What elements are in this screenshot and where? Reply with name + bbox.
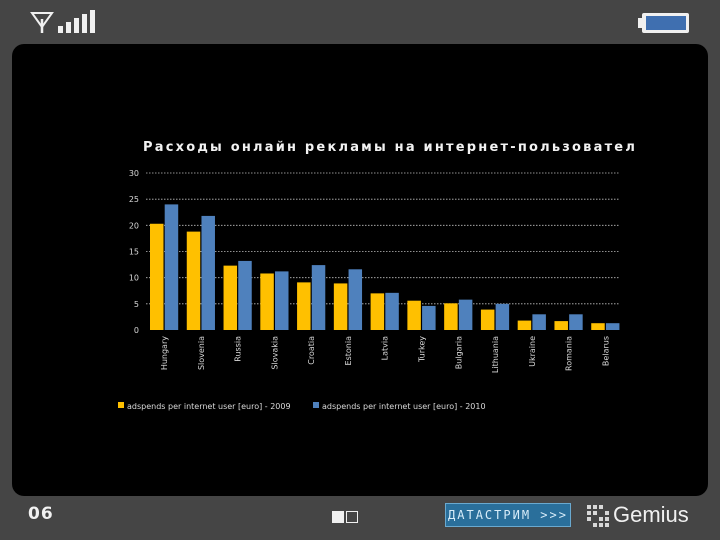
bar-slovenia-2010 (201, 215, 215, 330)
bar-estonia-2010 (348, 269, 363, 330)
y-tick-label: 5 (134, 300, 139, 309)
bar-latvia-2010 (385, 292, 399, 330)
bar-hungary-2009 (150, 223, 164, 330)
view-toggle[interactable] (332, 510, 360, 524)
x-tick-label: Belarus (601, 336, 610, 366)
datastream-logo: ДАТАСТРИМ >>> (445, 503, 571, 527)
gemius-logo: Gemius (586, 502, 696, 530)
bar-ukraine-2010 (532, 314, 546, 330)
y-tick-label: 25 (129, 195, 139, 204)
bar-romania-2010 (569, 314, 583, 330)
bar-belarus-2010 (605, 323, 620, 330)
legend-swatch-2010 (313, 402, 319, 408)
bar-slovakia-2009 (260, 273, 274, 330)
chart-title: Расходы онлайн рекламы на интернет-польз… (143, 140, 637, 155)
y-tick-label: 15 (129, 248, 139, 257)
bar-slovakia-2010 (275, 271, 289, 330)
x-tick-label: Bulgaria (454, 336, 463, 369)
bar-croatia-2010 (311, 265, 326, 330)
phone-status-bar (0, 0, 720, 44)
x-tick-label: Slovenia (197, 336, 206, 370)
bar-latvia-2009 (370, 293, 385, 330)
x-tick-label: Lithuania (491, 336, 500, 373)
page-number: 06 (28, 504, 54, 524)
bar-belarus-2009 (591, 323, 605, 330)
y-axis-ticks: 0 5 10 15 20 25 30 (129, 169, 139, 335)
legend-swatch-2009 (118, 402, 124, 408)
bar-ukraine-2009 (517, 320, 532, 330)
legend-label-2009: adspends per internet user [euro] - 2009 (127, 402, 291, 411)
y-tick-label: 30 (129, 169, 139, 178)
bar-bulgaria-2009 (444, 303, 458, 330)
view-toggle-filled-icon (332, 511, 344, 523)
view-toggle-outline-icon (346, 511, 358, 523)
bar-romania-2009 (554, 321, 568, 330)
x-tick-label: Russia (234, 336, 243, 362)
bar-croatia-2009 (297, 282, 311, 330)
bar-hungary-2010 (164, 204, 179, 330)
x-tick-label: Ukraine (528, 336, 537, 367)
legend-label-2010: adspends per internet user [euro] - 2010 (322, 402, 486, 411)
gridlines (146, 172, 620, 305)
y-tick-label: 20 (129, 221, 139, 230)
x-tick-label: Estonia (344, 336, 353, 366)
bar-russia-2010 (238, 260, 252, 330)
bar-estonia-2009 (333, 283, 348, 330)
bars (150, 204, 620, 330)
y-tick-label: 0 (134, 326, 139, 335)
x-tick-label: Hungary (160, 336, 169, 370)
x-tick-label: Turkey (417, 336, 426, 363)
bar-lithuania-2010 (495, 303, 510, 330)
battery-icon (638, 13, 689, 33)
bar-russia-2009 (223, 265, 238, 330)
bar-turkey-2010 (422, 305, 436, 330)
bar-lithuania-2009 (480, 309, 495, 330)
x-tick-label: Croatia (307, 336, 316, 365)
gemius-wordmark: Gemius (613, 502, 689, 527)
x-tick-label: Romania (565, 336, 574, 371)
x-axis-labels: Hungary Slovenia Russia Slovakia Croatia Esto… (160, 336, 610, 373)
bar-turkey-2009 (407, 300, 421, 330)
x-tick-label: Latvia (381, 336, 390, 360)
bar-slovenia-2009 (186, 231, 201, 330)
gemius-dot-grid-icon (587, 505, 609, 527)
legend: adspends per internet user [euro] - 2009… (118, 402, 486, 411)
bar-bulgaria-2010 (458, 299, 473, 330)
y-tick-label: 10 (129, 274, 139, 283)
x-tick-label: Slovakia (270, 336, 279, 370)
signal-strength-icon (30, 10, 95, 33)
